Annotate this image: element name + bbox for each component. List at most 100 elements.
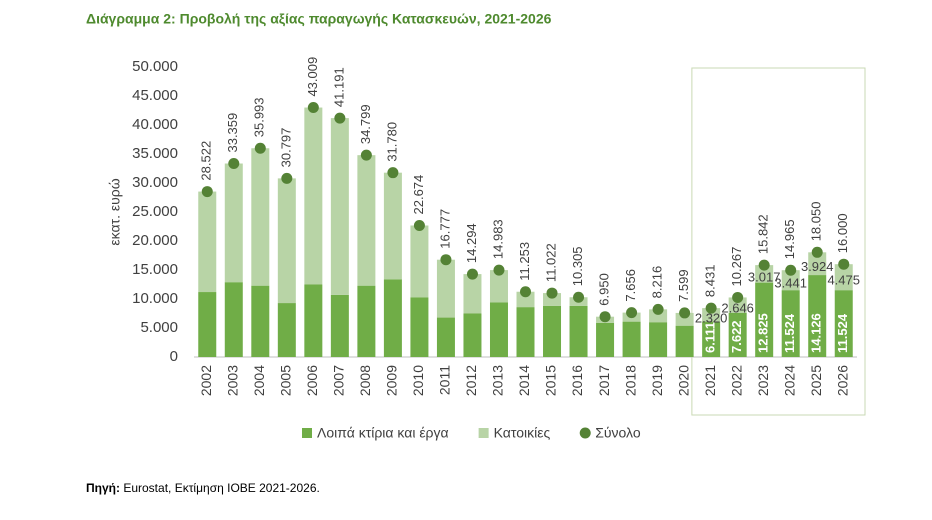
total-label: 11.022	[543, 243, 558, 282]
total-dot	[281, 172, 293, 184]
bar-segment	[755, 265, 774, 283]
y-tick-label: 40.000	[132, 116, 178, 133]
total-dot	[360, 149, 372, 161]
y-tick-label: 15.000	[132, 261, 178, 278]
bar-segment	[277, 303, 296, 357]
bar-segment	[728, 312, 747, 357]
total-dot	[599, 311, 611, 323]
x-tick-label: 2003	[224, 365, 240, 396]
total-label: 43.009	[305, 57, 320, 97]
bar-segment	[436, 259, 455, 318]
total-dot	[201, 186, 213, 198]
bar-segment	[198, 191, 217, 293]
segment-label: 7.622	[729, 320, 744, 353]
x-tick-label: 2002	[198, 365, 214, 396]
total-label: 30.797	[278, 128, 293, 168]
segment-label: 3.924	[801, 259, 834, 274]
y-tick-label: 10.000	[132, 290, 178, 307]
total-dot	[838, 258, 850, 270]
bar-segment	[516, 307, 535, 357]
total-label: 28.522	[199, 141, 214, 181]
bar-segment	[304, 284, 323, 357]
bar-segment	[702, 321, 721, 357]
bar-segment	[410, 297, 429, 357]
x-tick-label: 2004	[251, 365, 267, 396]
bar-segment	[834, 264, 853, 291]
bar-segment	[675, 312, 694, 326]
source-label: Πηγή:	[86, 481, 120, 495]
bar-segment	[463, 313, 482, 357]
total-dot	[254, 142, 266, 154]
bar-segment	[649, 322, 668, 357]
total-label: 16.777	[437, 209, 452, 249]
total-label: 8.216	[650, 266, 665, 299]
segment-label: 11.524	[782, 313, 797, 353]
x-tick-label: 2011	[437, 365, 453, 395]
total-label: 41.191	[331, 67, 346, 107]
bar-segment	[649, 309, 668, 323]
y-tick-label: 50.000	[132, 58, 178, 75]
legend-swatch	[302, 428, 312, 438]
chart-title: Διάγραμμα 2: Προβολή της αξίας παραγωγής…	[86, 11, 552, 27]
y-tick-label: 25.000	[132, 203, 178, 220]
total-dot	[652, 303, 664, 315]
bar-segment	[489, 302, 508, 357]
segment-label: 14.126	[809, 313, 824, 353]
bar-segment	[304, 107, 323, 285]
legend-label: Σύνολο	[595, 425, 641, 441]
total-dot	[705, 302, 717, 314]
total-label: 16.000	[835, 213, 850, 253]
bar-segment	[330, 118, 349, 295]
x-tick-label: 2009	[384, 365, 400, 396]
x-tick-label: 2007	[331, 365, 347, 396]
y-tick-label: 5.000	[140, 319, 178, 336]
source-text: Eurostat, Εκτίμηση ΙΟΒΕ 2021-2026.	[120, 481, 320, 495]
segment-label: 2.320	[695, 310, 728, 325]
bar-segment	[224, 282, 243, 357]
x-tick-label: 2021	[702, 365, 718, 396]
source: Πηγή: Eurostat, Εκτίμηση ΙΟΒΕ 2021-2026.	[86, 481, 320, 495]
bar-segment	[755, 282, 774, 357]
total-label: 33.359	[225, 113, 240, 153]
x-tick-label: 2013	[490, 365, 506, 396]
total-dot	[679, 307, 691, 319]
total-dot	[440, 254, 452, 266]
total-dot	[626, 307, 638, 319]
legend-label: Λοιπά κτίρια και έργα	[317, 425, 449, 441]
bar-segment	[808, 275, 827, 357]
total-dot	[811, 246, 823, 258]
x-tick-label: 2014	[516, 365, 532, 396]
total-label: 14.983	[490, 219, 505, 259]
bar-segment	[543, 305, 562, 357]
total-label: 31.780	[384, 122, 399, 162]
bar-segment	[410, 225, 429, 298]
x-tick-label: 2012	[463, 365, 479, 396]
segment-label: 3.441	[774, 276, 807, 291]
bar-segment	[622, 321, 641, 357]
total-label: 7.656	[623, 269, 638, 302]
bar-segment	[357, 285, 376, 357]
y-tick-label: 35.000	[132, 145, 178, 162]
x-tick-label: 2010	[410, 365, 426, 396]
bar-segment	[781, 290, 800, 357]
total-label: 10.267	[729, 247, 744, 287]
total-dot	[732, 291, 744, 303]
x-tick-label: 2025	[808, 365, 824, 396]
bar-segment	[834, 290, 853, 357]
total-dot	[493, 264, 505, 276]
segment-label: 6.111	[703, 322, 718, 353]
segment-label: 12.825	[756, 313, 771, 353]
segment-label: 11.524	[835, 313, 850, 353]
bar-segment	[808, 252, 827, 276]
total-label: 34.799	[358, 104, 373, 144]
bar-segment	[728, 297, 747, 313]
total-label: 6.950	[596, 273, 611, 306]
total-dot	[573, 291, 585, 303]
total-label: 10.305	[570, 246, 585, 286]
total-label: 14.294	[464, 223, 479, 263]
total-dot	[520, 286, 531, 298]
total-label: 35.993	[252, 97, 267, 137]
total-dot	[466, 268, 478, 280]
